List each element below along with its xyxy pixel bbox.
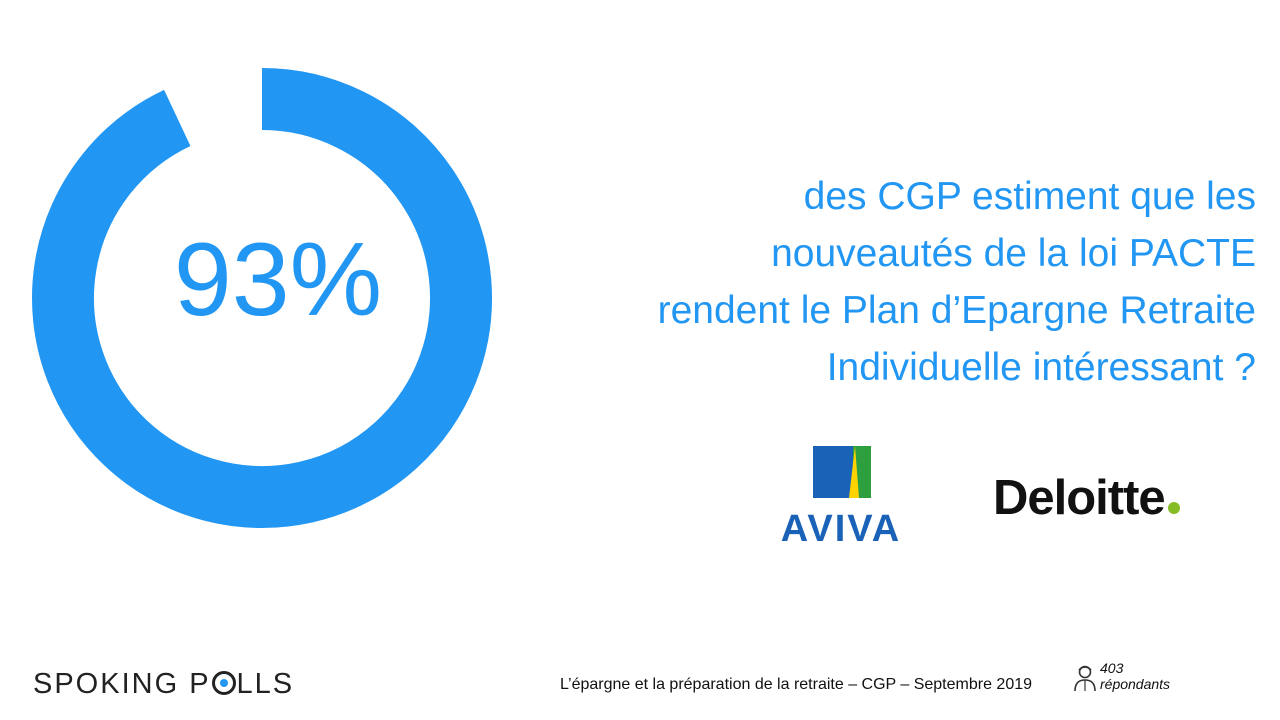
percentage-label: 93%: [173, 222, 383, 338]
respondents-count: 403: [1100, 660, 1124, 676]
aviva-emblem-icon: [813, 446, 871, 498]
statement-text: des CGP estiment que les nouveautés de l…: [476, 168, 1256, 396]
deloitte-logo: Deloitte: [993, 474, 1180, 523]
aviva-wordmark: AVIVA: [780, 508, 902, 550]
statement-line-2: nouveautés de la loi PACTE: [771, 232, 1256, 275]
brand-text-left: SPOKING P: [33, 668, 211, 700]
brand-text-right: LLS: [236, 668, 295, 700]
deloitte-wordmark: Deloitte: [993, 471, 1166, 525]
aviva-logo: AVIVA: [768, 446, 914, 550]
spoking-polls-logo: SPOKING P LLS: [33, 670, 294, 699]
statement-line-1: des CGP estiment que les: [803, 175, 1256, 218]
statement-line-3: rendent le Plan d’Epargne Retraite: [657, 289, 1256, 332]
donut-value-arc: [32, 68, 492, 528]
eye-icon: [211, 671, 236, 695]
person-icon: [1074, 665, 1096, 692]
survey-caption: L’épargne et la préparation de la retrai…: [560, 676, 1033, 693]
statement-line-4: Individuelle intéressant ?: [826, 346, 1256, 389]
deloitte-dot-icon: [1167, 502, 1180, 514]
respondents-label: répondants: [1100, 676, 1171, 692]
